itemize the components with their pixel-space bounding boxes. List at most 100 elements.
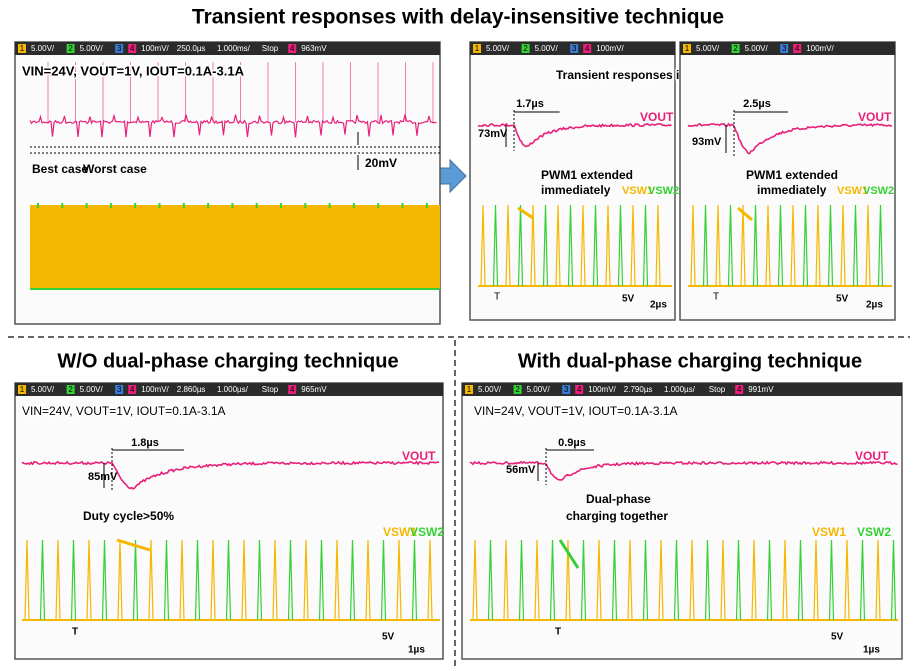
scope: 1 5.00V/2 5.00V/3 4 100mV/2.5µs 93mV VOUT PWM1 … bbox=[679, 41, 896, 321]
vout-trace bbox=[21, 460, 440, 490]
label: VIN=24V, VOUT=1V, IOUT=0.1A-3.1A bbox=[474, 404, 678, 418]
channel-badge bbox=[473, 44, 481, 53]
channel-badge bbox=[575, 385, 584, 394]
label: 0.9µs bbox=[558, 437, 586, 449]
sw-pulse bbox=[727, 204, 734, 287]
sw-pulse bbox=[627, 539, 633, 621]
section-title: With dual-phase charging technique bbox=[518, 350, 862, 372]
label: 93mV bbox=[692, 136, 722, 148]
sw-pulse bbox=[256, 539, 263, 621]
sw-pulse bbox=[844, 539, 850, 621]
label: 5V bbox=[831, 632, 844, 643]
label: 2µs bbox=[866, 300, 883, 311]
label: charging together bbox=[566, 509, 668, 523]
sw-pulse bbox=[611, 539, 618, 621]
label: VSW1 bbox=[837, 185, 868, 197]
label: VOUT bbox=[858, 110, 892, 124]
channel-badge bbox=[793, 44, 802, 53]
sw-pulse bbox=[782, 539, 788, 621]
header-text: 1 bbox=[20, 385, 25, 394]
sw-pulse bbox=[815, 204, 821, 287]
sw-pulse bbox=[318, 539, 325, 621]
header-text: 4 bbox=[737, 385, 742, 394]
header-text: 2 bbox=[733, 44, 738, 53]
sw-pulse bbox=[655, 204, 661, 287]
sw-fill bbox=[30, 205, 440, 288]
header-text: 1 bbox=[685, 44, 690, 53]
sw-pulse bbox=[828, 539, 835, 621]
header-text: 2 bbox=[515, 385, 520, 394]
header-text: 250.0µs bbox=[177, 44, 206, 53]
channel-badge bbox=[731, 44, 740, 53]
sw-pulse bbox=[642, 204, 649, 287]
header-text: 1.000µs/ bbox=[217, 385, 249, 394]
sw-pulse bbox=[287, 539, 294, 621]
sw-pulse bbox=[427, 539, 433, 621]
header-text: 3 bbox=[117, 44, 122, 53]
sw-pulse bbox=[859, 539, 866, 621]
sw-pulse bbox=[617, 204, 624, 287]
sw-pulse bbox=[39, 539, 46, 621]
sw-pulse bbox=[542, 204, 549, 287]
sw-pulse bbox=[565, 539, 571, 621]
label: VOUT bbox=[402, 449, 436, 463]
header-text: 3 bbox=[782, 44, 787, 53]
header-text: 2 bbox=[68, 385, 73, 394]
channel-badge bbox=[18, 385, 26, 394]
label: VSW2 bbox=[648, 185, 679, 197]
header-text: 1 bbox=[20, 44, 25, 53]
sw-pulse bbox=[70, 539, 77, 621]
channel-badge bbox=[128, 44, 137, 53]
channel-badge bbox=[115, 44, 124, 53]
header-text: 2 bbox=[523, 44, 528, 53]
header-text: 5.00V/ bbox=[745, 44, 769, 53]
header-text: 3 bbox=[564, 385, 569, 394]
sw-pulse bbox=[702, 204, 709, 287]
sw-pulse bbox=[877, 204, 884, 287]
channel-badge bbox=[66, 44, 75, 53]
channel-badge bbox=[513, 385, 522, 394]
sw-pulse bbox=[827, 204, 834, 287]
sw-pulse bbox=[472, 539, 478, 621]
header-text: 100mV/ bbox=[806, 44, 834, 53]
sw-pulse bbox=[752, 204, 759, 287]
label: VOUT bbox=[640, 110, 674, 124]
sw-ramp bbox=[737, 206, 753, 222]
channel-badge bbox=[66, 385, 75, 394]
sw-pulse bbox=[765, 204, 771, 287]
header-text: 963mV bbox=[301, 44, 327, 53]
header-text: 5.00V/ bbox=[31, 385, 55, 394]
sw-pulse bbox=[813, 539, 819, 621]
sw-pulse bbox=[365, 539, 371, 621]
header-text: 1.000µs/ bbox=[664, 385, 696, 394]
sw-pulse bbox=[790, 204, 796, 287]
channel-badge bbox=[521, 44, 530, 53]
sw-pulse bbox=[101, 539, 108, 621]
header-text: 1 bbox=[475, 44, 480, 53]
scope-frame bbox=[461, 382, 903, 660]
sw-pulse bbox=[596, 539, 602, 621]
sw-pulse bbox=[55, 539, 61, 621]
sw-pulse bbox=[555, 204, 561, 287]
sw-pulse bbox=[720, 539, 726, 621]
header-text: 2.860µs bbox=[177, 385, 206, 394]
label: Worst case bbox=[83, 162, 147, 176]
sw-pulse bbox=[549, 539, 556, 621]
label: 85mV bbox=[88, 471, 118, 483]
sw-pulse bbox=[580, 204, 586, 287]
channel-badge bbox=[115, 385, 124, 394]
header-text: 5.00V/ bbox=[80, 385, 104, 394]
header-text: 5.00V/ bbox=[486, 44, 510, 53]
channel-badge bbox=[735, 385, 744, 394]
sw-ramp bbox=[517, 206, 534, 220]
header-text: 4 bbox=[290, 385, 295, 394]
vout-trace bbox=[29, 113, 437, 138]
label: 2µs bbox=[650, 300, 667, 311]
label: 5V bbox=[622, 294, 635, 305]
header-text: 5.00V/ bbox=[31, 44, 55, 53]
channel-badge bbox=[570, 44, 579, 53]
sw-pulse bbox=[148, 539, 154, 621]
sw-pulse bbox=[534, 539, 540, 621]
sw-pulse bbox=[690, 204, 696, 287]
label: T bbox=[72, 627, 78, 638]
